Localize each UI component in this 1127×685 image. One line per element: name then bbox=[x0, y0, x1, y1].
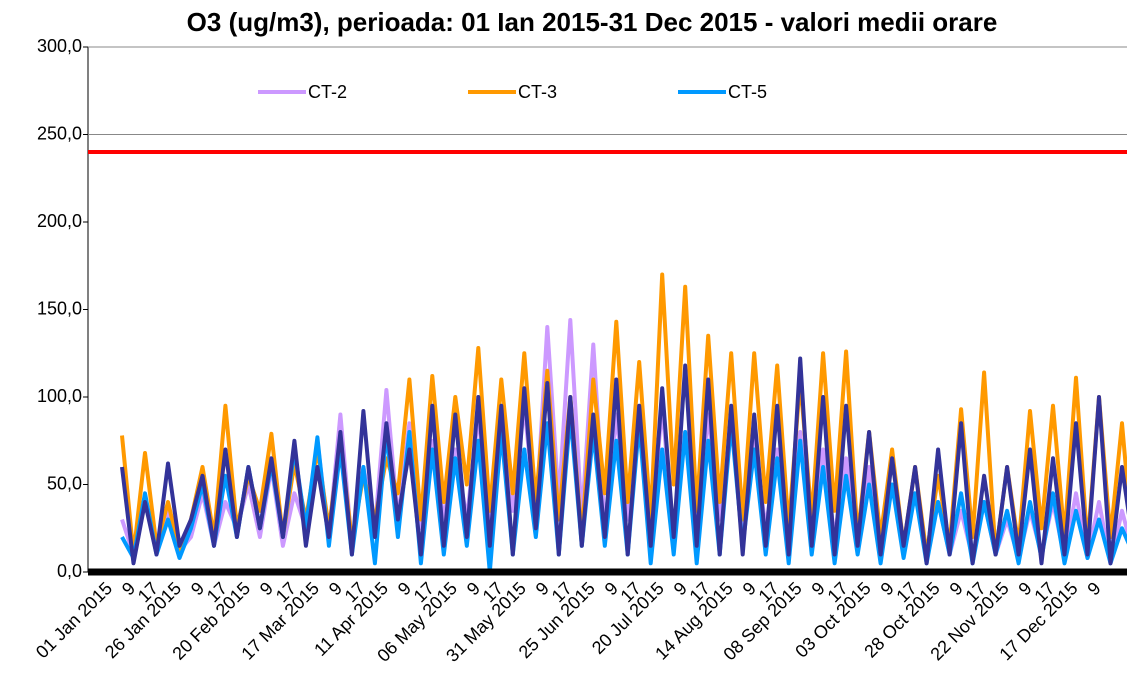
x-tick-label: 9 bbox=[1015, 578, 1036, 599]
legend-label: CT-3 bbox=[518, 82, 557, 102]
x-tick-label: 9 bbox=[670, 578, 691, 599]
series-line bbox=[120, 356, 1127, 566]
y-tick-label: 150,0 bbox=[37, 298, 82, 318]
x-tick-label: 9 bbox=[325, 578, 346, 599]
x-tick-label: 9 bbox=[601, 578, 622, 599]
x-tick-label: 9 bbox=[808, 578, 829, 599]
x-tick-label: 9 bbox=[1083, 578, 1104, 599]
y-tick-label: 200,0 bbox=[37, 211, 82, 231]
y-tick-label: 300,0 bbox=[37, 36, 82, 56]
y-tick-label: 250,0 bbox=[37, 123, 82, 143]
x-tick-label: 9 bbox=[739, 578, 760, 599]
x-tick-label: 9 bbox=[532, 578, 553, 599]
y-tick-label: 50,0 bbox=[47, 473, 82, 493]
x-tick-label: 9 bbox=[394, 578, 415, 599]
chart-title: O3 (ug/m3), perioada: 01 Ian 2015-31 Dec… bbox=[187, 7, 998, 37]
y-tick-label: 0,0 bbox=[57, 561, 82, 581]
x-tick-label: 9 bbox=[877, 578, 898, 599]
legend-label: CT-2 bbox=[308, 82, 347, 102]
x-tick-label: 9 bbox=[463, 578, 484, 599]
y-tick-label: 100,0 bbox=[37, 386, 82, 406]
x-tick-label: 9 bbox=[256, 578, 277, 599]
x-tick-label: 9 bbox=[946, 578, 967, 599]
x-tick-label: 9 bbox=[187, 578, 208, 599]
x-tick-label: 9 bbox=[118, 578, 139, 599]
legend-label: CT-5 bbox=[728, 82, 767, 102]
